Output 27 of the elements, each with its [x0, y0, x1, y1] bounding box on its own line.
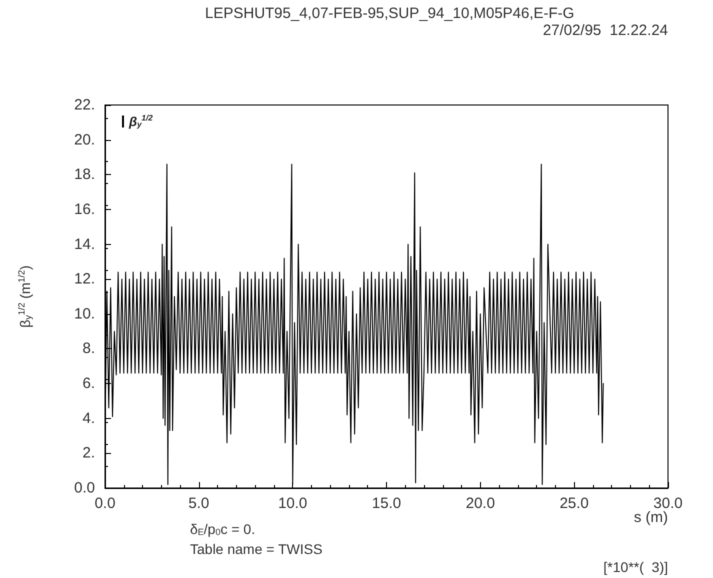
y-tick-label: 10.	[74, 305, 95, 322]
x-tick-label: 30.0	[653, 495, 683, 512]
text: δE/p0c = 0.	[190, 521, 256, 537]
x-tick-label: 5.0	[188, 495, 210, 512]
legend-label: βy1/2	[128, 114, 154, 129]
y-axis-title: βy1/2 (m1/2)	[16, 265, 33, 328]
y-tick-label: 18.	[74, 166, 95, 184]
y-tick-label: 4.	[82, 410, 95, 427]
x-tick-label: 20.0	[466, 495, 495, 512]
y-tick-label: 6.	[82, 375, 95, 392]
x-tick-label: 10.0	[278, 495, 308, 512]
y-tick-label: 12.	[74, 270, 95, 288]
y-tick-label: 0.0	[74, 480, 95, 496]
x-tick-label: 25.0	[560, 495, 589, 512]
x-tick-label: 15.0	[372, 495, 402, 512]
x-tick-label: 0.0	[94, 495, 116, 512]
text: [*10**( 3)]	[603, 559, 668, 575]
y-tick-label: 22.	[74, 96, 95, 114]
x-axis-title: s (m)	[634, 509, 668, 526]
y-tick-label: 14.	[74, 236, 95, 253]
y-tick-label: 8.	[82, 340, 95, 358]
y-tick-label: 16.	[74, 200, 95, 218]
y-tick-label: 20.	[74, 131, 95, 148]
chart-subtitle: 27/02/95 12.22.24	[542, 22, 668, 39]
text: Table name = TWISS	[190, 541, 322, 557]
chart-title: LEPSHUT95_4,07-FEB-95,SUP_94_10,M05P46,E-F-G	[205, 5, 574, 22]
y-tick-label: 2.	[82, 444, 95, 462]
